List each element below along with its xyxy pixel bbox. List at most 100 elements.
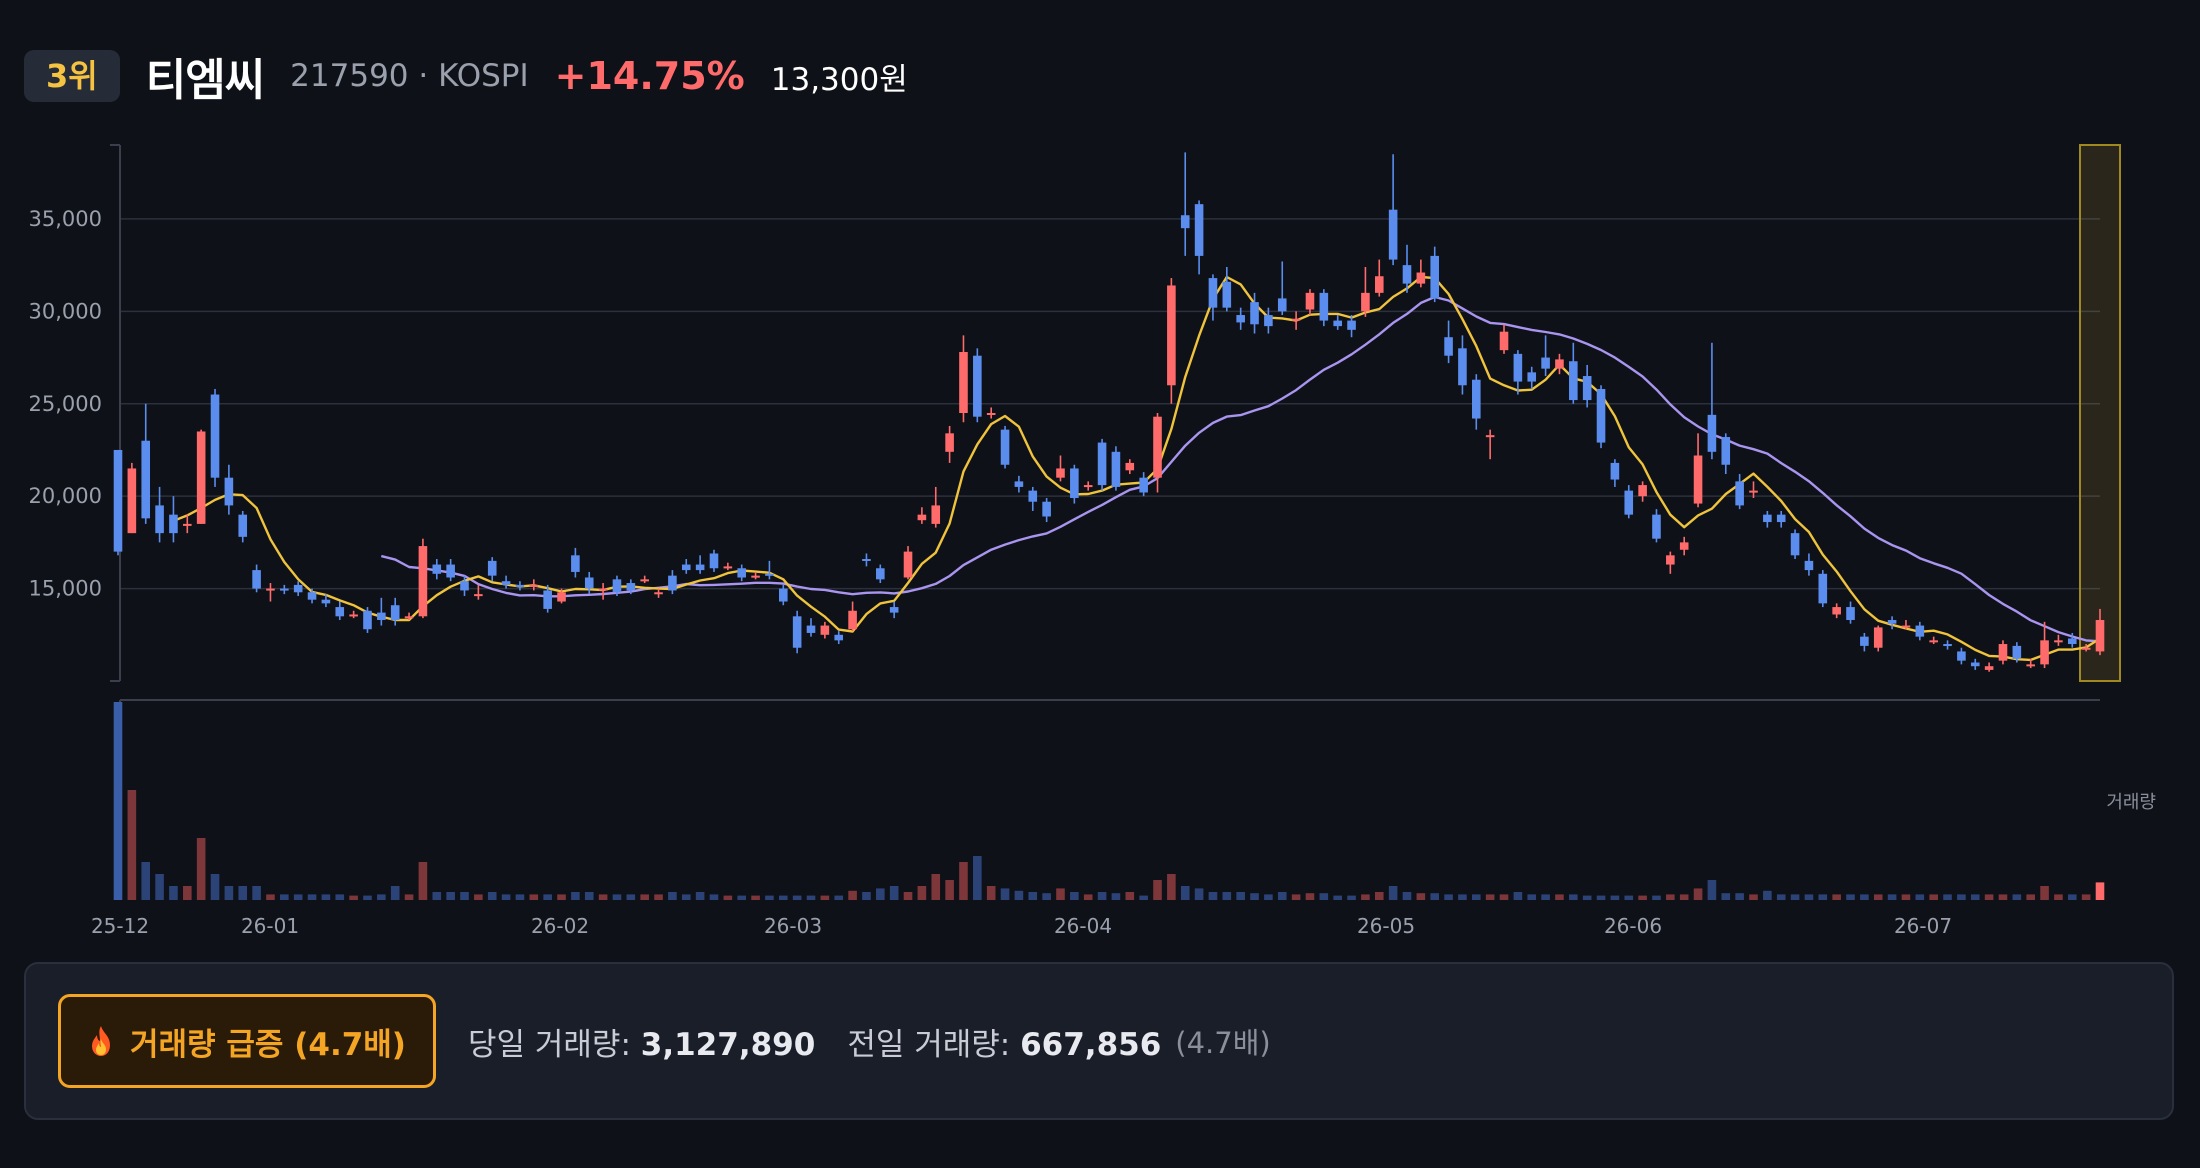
volume-bar	[1582, 895, 1592, 900]
volume-bar	[1860, 894, 1869, 900]
candle-body	[2040, 640, 2049, 665]
volume-bar	[196, 838, 206, 900]
axis-labels: 35,000 30,000 25,000 20,000 15,000 25-12 26-01…	[29, 207, 2156, 938]
x-tick-label: 26-06	[1604, 914, 1662, 938]
candle-body	[1236, 315, 1245, 323]
volume-bar	[1125, 892, 1135, 900]
candle-body	[848, 610, 857, 630]
candle-body	[1638, 485, 1647, 497]
candle-body	[1111, 451, 1121, 487]
candle-body	[931, 505, 941, 524]
volume-bar	[1569, 894, 1578, 900]
candle-body	[446, 564, 455, 578]
volume-bar	[432, 892, 442, 900]
volume-bar	[1361, 894, 1370, 900]
volume-bar	[1513, 892, 1523, 900]
volume-bar	[765, 895, 774, 900]
candle-body	[196, 431, 206, 524]
candle-body	[390, 605, 400, 621]
candle-body	[1818, 573, 1828, 604]
candle-body	[820, 625, 830, 635]
volume-bar	[529, 894, 539, 900]
volume-bar	[626, 894, 636, 900]
candle-body	[501, 581, 511, 585]
y-tick-label: 30,000	[29, 299, 102, 323]
candle-body	[1749, 490, 1758, 493]
volume-bar	[2040, 886, 2049, 900]
candle-body	[377, 612, 386, 621]
candle-body	[973, 355, 982, 417]
volume-bar	[709, 894, 719, 900]
candle-body	[612, 579, 622, 593]
volume-bar	[266, 894, 275, 900]
volume-bar	[1873, 894, 1883, 900]
volume-bar	[1735, 893, 1744, 900]
volume-bar	[1693, 888, 1703, 900]
candle-body	[1194, 204, 1204, 256]
volume-bar	[446, 892, 455, 900]
volume-bar	[1679, 894, 1689, 900]
candle-body	[1222, 281, 1232, 308]
volume-surge-badge[interactable]: 거래량 급증 (4.7배)	[58, 994, 436, 1088]
volume-bars	[113, 702, 2105, 900]
candle-body	[1693, 455, 1703, 504]
candle-body	[1153, 416, 1162, 478]
ma-short-line	[172, 275, 2101, 662]
candle-body	[307, 592, 317, 600]
volume-bar	[848, 890, 857, 900]
volume-bar	[1333, 895, 1342, 900]
candle-body	[1000, 429, 1010, 465]
volume-bar	[1014, 890, 1024, 900]
volume-bar	[1042, 893, 1051, 900]
candle-body	[1277, 298, 1287, 312]
volume-bar	[1305, 893, 1315, 900]
candle-body	[252, 570, 261, 589]
candle-body	[266, 588, 275, 591]
candle-body	[1555, 359, 1564, 369]
volume-bar	[1291, 894, 1301, 900]
price-chart[interactable]: 35,000 30,000 25,000 20,000 15,000 25-12 26-01…	[0, 0, 2200, 950]
candle-body	[1582, 376, 1592, 401]
volume-bar	[377, 894, 386, 900]
volume-bar	[1929, 894, 1938, 900]
candle-body	[2026, 664, 2035, 667]
candle-body	[1569, 361, 1578, 401]
rank-badge: 3위	[24, 50, 120, 102]
candle-body	[695, 564, 705, 571]
candlesticks	[113, 152, 2105, 672]
candle-body	[1208, 278, 1218, 308]
candle-body	[1984, 666, 1994, 670]
volume-bar	[792, 895, 802, 900]
stock-name: 티엠씨	[145, 55, 265, 106]
volume-bar	[1804, 894, 1814, 900]
candle-body	[709, 553, 719, 569]
volume-bar	[1915, 894, 1925, 900]
candle-body	[1887, 620, 1897, 624]
change-percent: +14.75%	[554, 54, 745, 98]
candle-body	[1527, 372, 1537, 382]
candle-body	[2067, 638, 2077, 645]
candle-body	[418, 546, 428, 617]
stock-code-market: 217590 · KOSPI	[290, 58, 529, 94]
candle-body	[1014, 481, 1024, 487]
volume-bar	[1721, 893, 1731, 900]
volume-bar	[2054, 894, 2063, 900]
volume-bar	[1000, 888, 1010, 900]
volume-bar	[1984, 894, 1994, 900]
candle-body	[293, 584, 303, 593]
candle-body	[515, 584, 525, 587]
volume-bar	[1388, 886, 1398, 900]
candle-body	[571, 555, 580, 572]
volume-bar	[1555, 894, 1564, 900]
volume-bar	[307, 894, 317, 900]
candle-body	[169, 514, 178, 534]
volume-bar	[1167, 874, 1176, 900]
candle-body	[210, 394, 220, 478]
current-price: 13,300원	[770, 61, 908, 98]
candle-body	[1499, 331, 1509, 351]
volume-bar	[1347, 895, 1356, 900]
candle-body	[889, 607, 899, 613]
volume-bar	[349, 895, 358, 900]
candle-body	[681, 564, 691, 571]
candle-body	[1347, 320, 1356, 330]
